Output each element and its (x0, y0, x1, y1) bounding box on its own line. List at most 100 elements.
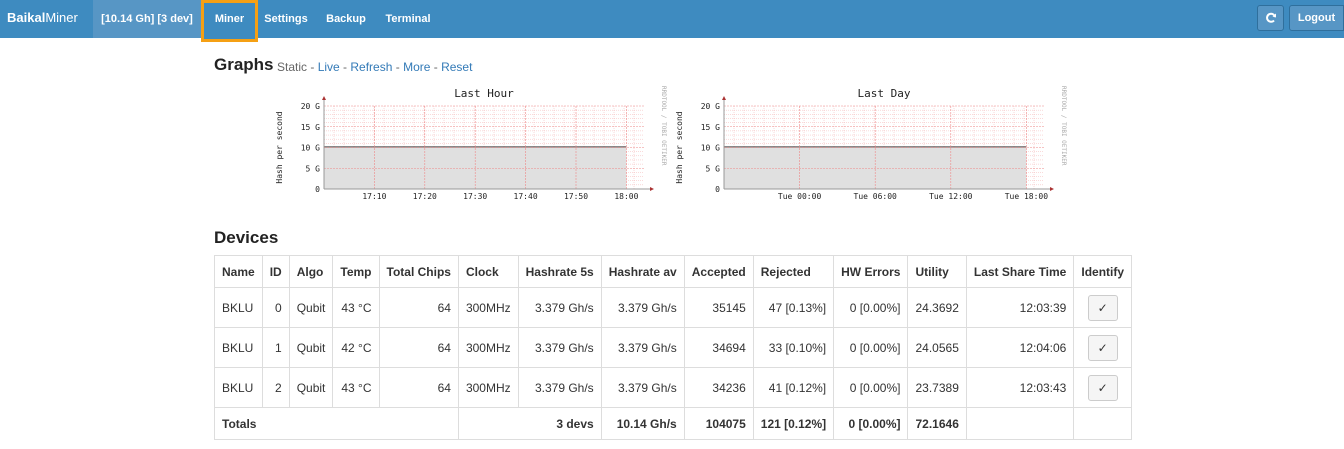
cell-temp: 43 °C (332, 367, 380, 408)
cell-total-chips: 64 (378, 327, 459, 368)
y-axis-label: Hash per second (275, 111, 284, 183)
y-tick-label: 15 G (301, 123, 320, 132)
cell-hw-errors: 0 [0.00%] (833, 367, 909, 408)
cell-algo: Qubit (288, 327, 334, 368)
y-tick-label: 10 G (701, 144, 720, 153)
graph-static-label: Static (277, 60, 308, 74)
identify-button[interactable]: ✓ (1087, 334, 1118, 361)
x-tick-label: 17:20 (413, 192, 437, 201)
checkmark-icon: ✓ (1097, 340, 1108, 355)
cell-identify: ✓ (1073, 327, 1133, 368)
graph-reset-link[interactable]: Reset (441, 60, 473, 74)
devices-table: Name ID Algo Temp Total Chips Clock Hashrate 5… (214, 255, 1133, 440)
checkmark-icon: ✓ (1097, 300, 1108, 315)
tab-settings[interactable]: Settings (264, 13, 308, 25)
cell-id: 1 (261, 327, 290, 368)
chart-svg: Last Day Hash per second RRDTOOL / TOBI OE… (675, 86, 1067, 201)
x-tick-label: Tue 18:00 (1005, 192, 1049, 201)
x-tick-label: 17:10 (362, 192, 386, 201)
y-tick-label: 15 G (701, 123, 720, 132)
column-header-hw-errors: HW Errors (833, 255, 909, 288)
logout-button[interactable]: Logout (1289, 5, 1344, 31)
x-axis-arrow (1050, 187, 1054, 191)
graph-live-link[interactable]: Live (317, 60, 340, 74)
rrdtool-credit-label: RRDTOOL / TOBI OETIKER (1060, 86, 1067, 166)
hashrate-status[interactable]: [10.14 Gh] [3 dev] (93, 0, 201, 38)
column-header-rejected: Rejected (752, 255, 835, 288)
cell-hw-errors: 0 [0.00%] (833, 327, 909, 368)
column-header-hashrate-av: Hashrate av (600, 255, 685, 288)
x-tick-label: 17:50 (564, 192, 588, 201)
totals-utility: 72.1646 (907, 407, 967, 440)
x-axis-arrow (650, 187, 654, 191)
graph-more-link[interactable]: More (403, 60, 431, 74)
cell-hashrate-5s: 3.379 Gh/s (517, 327, 602, 368)
cell-accepted: 34236 (683, 367, 754, 408)
column-header-algo: Algo (288, 255, 334, 288)
column-header-name: Name (214, 255, 263, 288)
identify-button[interactable]: ✓ (1087, 294, 1118, 321)
cell-last-share-time: 12:03:39 (965, 287, 1075, 328)
y-axis-arrow (322, 96, 326, 100)
column-header-id: ID (261, 255, 290, 288)
cell-hashrate-av: 3.379 Gh/s (600, 327, 685, 368)
cell-name: BKLU (214, 287, 263, 328)
cell-rejected: 33 [0.10%] (752, 327, 835, 368)
cell-rejected: 41 [0.12%] (752, 367, 835, 408)
totals-hashrate-av: 10.14 Gh/s (600, 407, 685, 440)
totals-row: Totals 3 devs 10.14 Gh/s 104075 121 [0.1… (214, 407, 1133, 440)
cell-algo: Qubit (288, 367, 334, 408)
cell-name: BKLU (214, 327, 263, 368)
cell-id: 2 (261, 367, 290, 408)
y-tick-label: 5 G (706, 164, 721, 173)
tab-terminal[interactable]: Terminal (385, 13, 431, 25)
top-navbar: BaikalMiner [10.14 Gh] [3 dev] Miner Set… (0, 0, 1344, 42)
last-day-graph: Last Day Hash per second RRDTOOL / TOBI OE… (672, 84, 1072, 202)
cell-id: 0 (261, 287, 290, 328)
table-row: BKLU 2 Qubit 43 °C 64 300MHz 3.379 Gh/s 3.379 G… (214, 367, 1133, 408)
refresh-button[interactable] (1257, 5, 1284, 31)
cell-temp: 43 °C (332, 287, 380, 328)
totals-label: Totals (214, 407, 459, 440)
x-tick-label: 17:30 (463, 192, 487, 201)
refresh-icon (1265, 12, 1276, 23)
cell-algo: Qubit (288, 287, 334, 328)
chart-title: Last Day (858, 87, 911, 100)
y-tick-label: 20 G (301, 102, 320, 111)
column-header-accepted: Accepted (683, 255, 754, 288)
graphs-heading: Graphs (214, 55, 274, 74)
cell-last-share-time: 12:04:06 (965, 327, 1075, 368)
cell-rejected: 47 [0.13%] (752, 287, 835, 328)
cell-utility: 24.3692 (907, 287, 967, 328)
cell-accepted: 34694 (683, 327, 754, 368)
y-tick-label: 5 G (306, 164, 321, 173)
x-tick-label: 17:40 (514, 192, 538, 201)
cell-hashrate-av: 3.379 Gh/s (600, 287, 685, 328)
graph-refresh-link[interactable]: Refresh (350, 60, 393, 74)
brand-logo[interactable]: BaikalMiner (7, 10, 78, 25)
cell-temp: 42 °C (332, 327, 380, 368)
table-row: BKLU 0 Qubit 43 °C 64 300MHz 3.379 Gh/s 3.379 G… (214, 287, 1133, 328)
tab-backup[interactable]: Backup (326, 13, 366, 25)
cell-last-share-time: 12:03:43 (965, 367, 1075, 408)
identify-button[interactable]: ✓ (1087, 374, 1118, 401)
cell-clock: 300MHz (457, 287, 519, 328)
cell-utility: 24.0565 (907, 327, 967, 368)
y-axis-arrow (722, 96, 726, 100)
cell-identify: ✓ (1073, 287, 1133, 328)
x-tick-label: Tue 00:00 (778, 192, 822, 201)
y-tick-label: 20 G (701, 102, 720, 111)
cell-total-chips: 64 (378, 367, 459, 408)
table-header-row: Name ID Algo Temp Total Chips Clock Hashrate 5… (214, 255, 1133, 288)
column-header-identify: Identify (1073, 255, 1133, 288)
column-header-utility: Utility (907, 255, 967, 288)
y-tick-label: 0 (315, 185, 320, 194)
column-header-total-chips: Total Chips (378, 255, 459, 288)
tab-miner[interactable]: Miner (201, 0, 258, 42)
totals-hw-errors: 0 [0.00%] (833, 407, 909, 440)
table-row: BKLU 1 Qubit 42 °C 64 300MHz 3.379 Gh/s 3.379 G… (214, 327, 1133, 368)
cell-hashrate-av: 3.379 Gh/s (600, 367, 685, 408)
y-tick-label: 10 G (301, 144, 320, 153)
chart-svg: Last Hour Hash per second RRDTOOL / TOBI O… (275, 86, 667, 201)
x-tick-label: Tue 06:00 (854, 192, 898, 201)
